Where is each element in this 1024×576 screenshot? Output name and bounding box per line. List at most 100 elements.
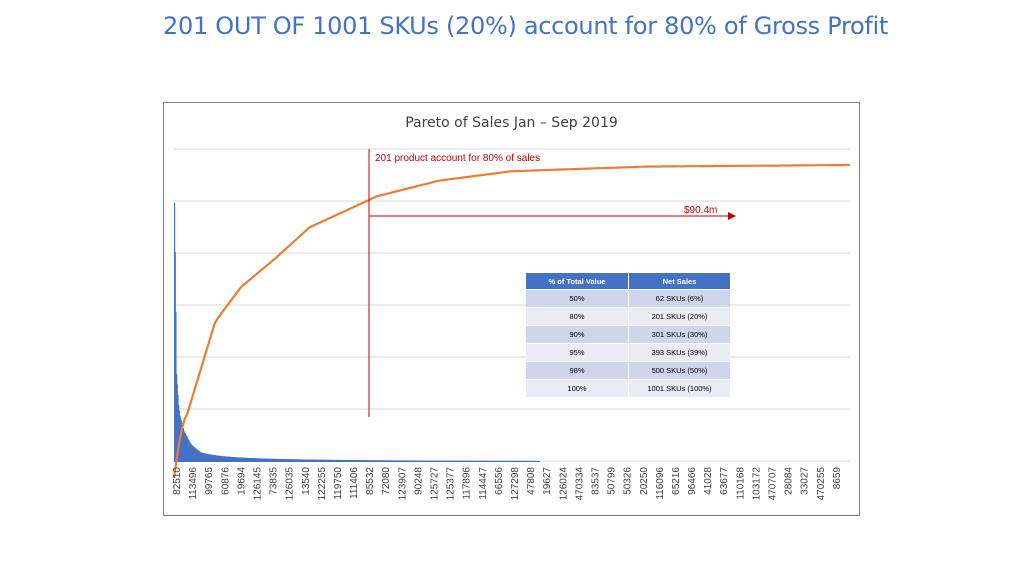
bar <box>488 460 490 462</box>
bar <box>408 460 410 462</box>
bar <box>504 460 506 462</box>
bar <box>250 458 252 462</box>
bar <box>506 460 509 462</box>
x-tick-label: 90248 <box>413 467 424 495</box>
bar <box>497 460 499 462</box>
bar <box>350 460 352 462</box>
x-tick-label: 127298 <box>510 467 521 501</box>
table-row: 95% 393 SKUs (39%) <box>526 343 730 362</box>
bar <box>438 460 440 462</box>
bar <box>538 460 540 462</box>
bar <box>366 460 368 462</box>
bar <box>332 459 334 462</box>
x-tick-label: 20250 <box>639 467 650 495</box>
bar <box>523 460 525 462</box>
bar <box>230 456 232 462</box>
bar <box>490 460 492 462</box>
bar <box>250 458 253 462</box>
bar <box>244 457 246 462</box>
bar <box>187 438 189 462</box>
bar <box>533 460 536 462</box>
bar <box>299 459 301 462</box>
bar <box>529 460 532 462</box>
bar <box>232 457 234 462</box>
bar <box>314 459 316 462</box>
table-cell-skus: 201 SKUs (20%) <box>628 307 730 326</box>
bar <box>195 448 197 462</box>
bar <box>247 457 249 462</box>
bar <box>319 459 322 462</box>
bar <box>450 460 452 462</box>
bar <box>334 459 336 462</box>
bar <box>431 460 434 462</box>
x-tick-label: 116096 <box>655 467 666 500</box>
bar <box>402 460 404 462</box>
bar <box>367 460 369 462</box>
bar <box>202 452 204 462</box>
bar <box>518 460 520 462</box>
bar <box>275 458 277 462</box>
bar <box>211 454 213 462</box>
bar <box>433 460 435 462</box>
bar <box>203 452 205 462</box>
bar <box>492 460 494 462</box>
bar <box>422 460 424 462</box>
bar <box>184 433 187 462</box>
bar <box>436 460 438 462</box>
bar <box>496 460 499 462</box>
table-cell-pct: 50% <box>526 289 629 308</box>
bar <box>340 459 343 462</box>
bar <box>233 457 235 462</box>
bar <box>223 456 225 462</box>
bar <box>280 459 282 462</box>
bar <box>237 457 239 462</box>
bar <box>461 460 463 462</box>
bar <box>257 458 259 462</box>
bar <box>228 456 230 462</box>
x-tick-label: 470334 <box>574 467 585 501</box>
bar <box>261 458 263 462</box>
bar <box>216 455 218 462</box>
slide-title: 201 OUT OF 1001 SKUs (20%) account for 8… <box>163 12 889 40</box>
x-tick-label: 103172 <box>751 467 762 501</box>
bar <box>282 459 284 462</box>
bar <box>296 459 298 462</box>
bar <box>276 458 278 462</box>
bar <box>255 458 257 462</box>
bar <box>453 460 455 462</box>
bar <box>380 460 382 462</box>
bar <box>520 460 522 462</box>
bar <box>306 459 308 462</box>
bar <box>181 423 183 462</box>
bar <box>492 460 494 462</box>
bar <box>463 460 465 462</box>
bar <box>232 457 234 462</box>
bar <box>269 458 272 462</box>
bar <box>460 460 462 462</box>
x-tick-label: 28084 <box>784 467 795 495</box>
bar <box>464 460 466 462</box>
bar <box>207 454 209 462</box>
bar <box>505 460 507 462</box>
bar <box>373 460 375 462</box>
bar <box>535 460 537 462</box>
bar <box>337 459 339 462</box>
bar <box>521 460 523 462</box>
bar <box>260 458 262 462</box>
bar <box>399 460 401 462</box>
bar <box>338 459 340 462</box>
table-cell-pct: 95% <box>526 343 629 362</box>
bar <box>472 460 474 462</box>
bar <box>523 460 526 462</box>
bar <box>511 460 513 462</box>
bar <box>205 453 207 462</box>
chart-title: Pareto of Sales Jan – Sep 2019 <box>405 115 618 131</box>
bar <box>228 456 230 462</box>
bar <box>483 460 486 462</box>
bar <box>498 460 501 462</box>
bar <box>218 455 220 462</box>
bar <box>211 454 214 462</box>
bar <box>342 459 344 462</box>
header-pct-total-value: % of Total Value <box>526 273 629 290</box>
bar <box>377 460 379 462</box>
